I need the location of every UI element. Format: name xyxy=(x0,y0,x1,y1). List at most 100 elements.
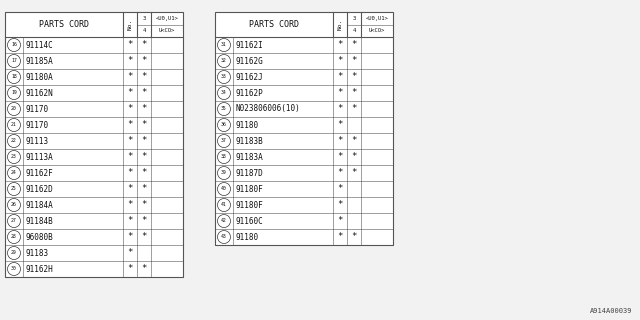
Circle shape xyxy=(218,54,230,68)
Text: 42: 42 xyxy=(221,219,227,223)
Text: *: * xyxy=(141,137,147,146)
Circle shape xyxy=(218,230,230,244)
Text: N023806006(10): N023806006(10) xyxy=(235,105,300,114)
Text: 91162H: 91162H xyxy=(25,265,52,274)
Text: 91160C: 91160C xyxy=(235,217,263,226)
Text: U<CO>: U<CO> xyxy=(159,28,175,33)
Circle shape xyxy=(8,166,20,180)
Text: *: * xyxy=(337,217,342,226)
Text: U<CO>: U<CO> xyxy=(369,28,385,33)
Text: 91183A: 91183A xyxy=(235,153,263,162)
Text: 28: 28 xyxy=(11,235,17,239)
Text: *: * xyxy=(337,89,342,98)
Text: *: * xyxy=(337,105,342,114)
Circle shape xyxy=(218,102,230,116)
Text: *: * xyxy=(351,89,356,98)
Text: *: * xyxy=(337,169,342,178)
Circle shape xyxy=(8,38,20,52)
Text: *: * xyxy=(127,121,132,130)
Circle shape xyxy=(218,118,230,132)
Text: 91162N: 91162N xyxy=(25,89,52,98)
Circle shape xyxy=(8,102,20,116)
Text: *: * xyxy=(127,185,132,194)
Text: *: * xyxy=(337,201,342,210)
Text: 91180: 91180 xyxy=(235,121,258,130)
Circle shape xyxy=(8,198,20,212)
Text: 23: 23 xyxy=(11,155,17,159)
Text: 91162D: 91162D xyxy=(25,185,52,194)
Text: *: * xyxy=(127,89,132,98)
Text: 20: 20 xyxy=(11,107,17,111)
Text: *: * xyxy=(337,57,342,66)
Text: *: * xyxy=(337,121,342,130)
Text: *: * xyxy=(127,233,132,242)
Text: 91162J: 91162J xyxy=(235,73,263,82)
Text: 91183B: 91183B xyxy=(235,137,263,146)
Circle shape xyxy=(218,182,230,196)
Text: 91180F: 91180F xyxy=(235,201,263,210)
Text: *: * xyxy=(141,89,147,98)
Text: 25: 25 xyxy=(11,187,17,191)
Text: No.: No. xyxy=(337,19,342,30)
Text: *: * xyxy=(141,185,147,194)
Circle shape xyxy=(218,134,230,148)
Text: *: * xyxy=(351,137,356,146)
Circle shape xyxy=(218,198,230,212)
Text: PARTS CORD: PARTS CORD xyxy=(249,20,299,29)
Text: 3: 3 xyxy=(353,16,356,21)
Text: *: * xyxy=(337,153,342,162)
Text: 43: 43 xyxy=(221,235,227,239)
Text: *: * xyxy=(337,185,342,194)
Text: *: * xyxy=(141,201,147,210)
Circle shape xyxy=(218,38,230,52)
Text: 19: 19 xyxy=(11,91,17,95)
Text: 91162F: 91162F xyxy=(25,169,52,178)
Text: 40: 40 xyxy=(221,187,227,191)
Bar xyxy=(215,12,393,245)
Text: *: * xyxy=(141,57,147,66)
Text: *: * xyxy=(127,137,132,146)
Text: 41: 41 xyxy=(221,203,227,207)
Text: *: * xyxy=(127,169,132,178)
Text: 18: 18 xyxy=(11,75,17,79)
Text: *: * xyxy=(127,41,132,50)
Circle shape xyxy=(218,150,230,164)
Circle shape xyxy=(8,230,20,244)
Text: *: * xyxy=(141,265,147,274)
Text: 91187D: 91187D xyxy=(235,169,263,178)
Text: 31: 31 xyxy=(221,43,227,47)
Circle shape xyxy=(8,182,20,196)
Text: 91180A: 91180A xyxy=(25,73,52,82)
Text: 39: 39 xyxy=(221,171,227,175)
Text: *: * xyxy=(127,249,132,258)
Text: 4: 4 xyxy=(142,28,146,33)
Text: *: * xyxy=(141,233,147,242)
Circle shape xyxy=(8,262,20,276)
Circle shape xyxy=(218,166,230,180)
Text: 38: 38 xyxy=(221,155,227,159)
Text: 35: 35 xyxy=(221,107,227,111)
Text: *: * xyxy=(127,153,132,162)
Text: <U0,U1>: <U0,U1> xyxy=(156,16,179,21)
Text: 91185A: 91185A xyxy=(25,57,52,66)
Text: 16: 16 xyxy=(11,43,17,47)
Circle shape xyxy=(218,70,230,84)
Text: 91170: 91170 xyxy=(25,105,48,114)
Text: *: * xyxy=(351,41,356,50)
Text: *: * xyxy=(127,265,132,274)
Text: *: * xyxy=(127,57,132,66)
Circle shape xyxy=(8,86,20,100)
Circle shape xyxy=(8,246,20,260)
Text: 91184B: 91184B xyxy=(25,217,52,226)
Text: *: * xyxy=(127,217,132,226)
Circle shape xyxy=(8,54,20,68)
Circle shape xyxy=(8,118,20,132)
Circle shape xyxy=(8,150,20,164)
Text: *: * xyxy=(141,73,147,82)
Text: *: * xyxy=(141,105,147,114)
Text: 91162P: 91162P xyxy=(235,89,263,98)
Circle shape xyxy=(218,214,230,228)
Text: 17: 17 xyxy=(11,59,17,63)
Text: *: * xyxy=(351,57,356,66)
Text: *: * xyxy=(141,169,147,178)
